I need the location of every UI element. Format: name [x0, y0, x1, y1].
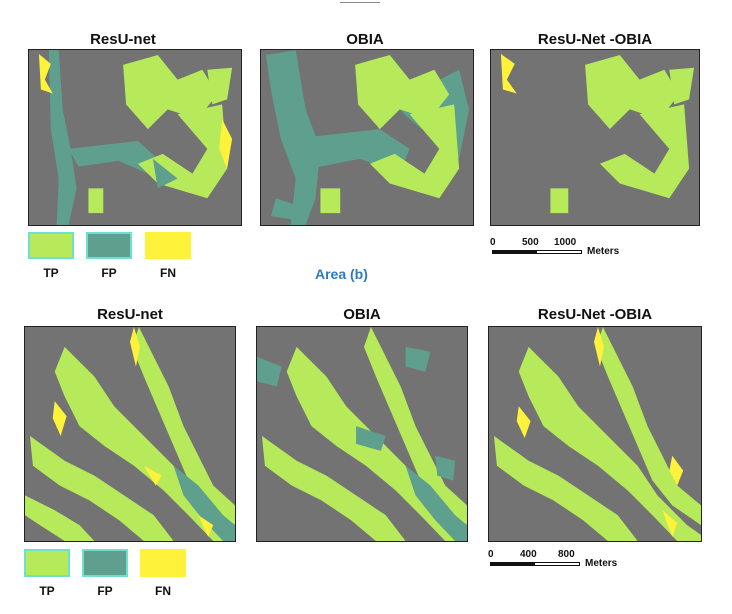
bottom-legend-tp-swatch: [24, 549, 70, 577]
bottom-map-obia: [256, 326, 468, 542]
bottom-scale-tick-0: 0: [488, 549, 494, 560]
top-scale-tick-1: 500: [522, 237, 539, 248]
top-scale-tick-2: 1000: [554, 237, 577, 248]
top-legend-fn-label: FN: [160, 266, 176, 280]
top-map-resunet: [28, 49, 242, 226]
top-legend-fn-swatch: [145, 232, 191, 259]
bottom-legend-fn-swatch: [140, 549, 186, 577]
top-legend-fp-label: FP: [101, 266, 117, 280]
bottom-scale-unit: Meters: [585, 558, 618, 569]
top-panel-title-combined: ResU-Net -OBIA: [537, 31, 653, 48]
bottom-legend-fn-label: FN: [155, 584, 171, 598]
top-legend-tp-label: TP: [43, 266, 59, 280]
cropped-top-caption-edge: [340, 0, 380, 3]
bottom-scale-graphic: [490, 562, 580, 566]
bottom-panel-title-resunet: ResU-net: [97, 306, 163, 323]
top-panel-title-resunet: ResU-net: [90, 31, 156, 48]
bottom-scale-bar: 0 400 800 Meters: [488, 549, 640, 573]
top-scale-tick-0: 0: [490, 237, 496, 248]
top-map-resunet-obia: [490, 49, 700, 226]
bottom-scale-tick-2: 800: [558, 549, 575, 560]
area-b-caption: Area (b): [315, 266, 368, 282]
top-panel-title-obia: OBIA: [346, 31, 384, 48]
top-legend-tp-swatch: [28, 232, 74, 259]
bottom-map-resunet-obia: [488, 326, 702, 542]
bottom-panel-title-combined: ResU-Net -OBIA: [537, 306, 653, 323]
top-legend-fp-swatch: [86, 232, 132, 259]
top-scale-unit: Meters: [587, 246, 620, 257]
bottom-panel-title-obia: OBIA: [343, 306, 381, 323]
bottom-map-resunet: [24, 326, 236, 542]
top-scale-graphic: [492, 250, 582, 254]
bottom-legend-fp-label: FP: [97, 584, 113, 598]
bottom-scale-tick-1: 400: [520, 549, 537, 560]
bottom-legend-tp-label: TP: [39, 584, 55, 598]
top-map-obia: [260, 49, 474, 226]
top-scale-bar: 0 500 1000 Meters: [490, 237, 642, 259]
bottom-legend-fp-swatch: [82, 549, 128, 577]
